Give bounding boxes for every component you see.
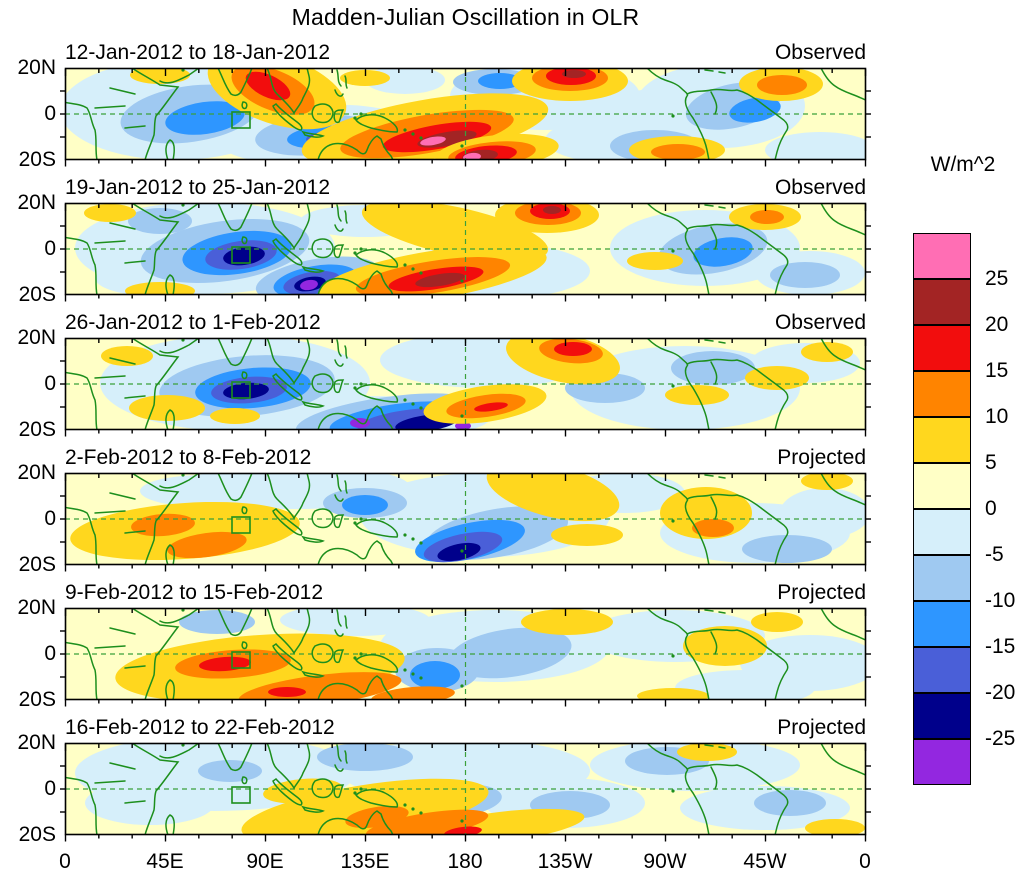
colorbar-tick-label: -5 [985, 543, 1004, 566]
lat-tick-label: 20S [18, 148, 56, 171]
graticule-dashed-lines [65, 743, 866, 835]
graticule-dashed-lines [65, 473, 866, 565]
colorbar-segment [913, 601, 971, 647]
coastlines [65, 473, 866, 565]
colorbar-tick-label: 10 [985, 405, 1009, 428]
coastlines [65, 743, 866, 835]
lat-tick-label: 20N [17, 191, 56, 214]
target-region-box [231, 246, 251, 264]
lon-tick-label: 45E [146, 850, 184, 873]
lat-tick-label: 20S [18, 688, 56, 711]
lat-tick-label: 20S [18, 553, 56, 576]
lat-tick-label: 20S [18, 418, 56, 441]
lat-tick-label: 20S [18, 823, 56, 846]
lon-tick-label: 90E [246, 850, 284, 873]
colorbar-tick-label: 25 [985, 267, 1009, 290]
lat-tick-label: 20N [17, 326, 56, 349]
colorbar-segment [913, 325, 971, 371]
target-region-box [231, 651, 251, 669]
lat-tick-label: 20N [17, 596, 56, 619]
axis-ticks [60, 69, 871, 167]
coastlines [65, 203, 866, 295]
colorbar-tick-label: -15 [985, 635, 1016, 658]
graticule-dashed-lines [65, 68, 866, 160]
map-panel-3 [60, 337, 871, 437]
colorbar-tick-label: 15 [985, 359, 1009, 382]
panel-source-label: Projected [777, 716, 866, 739]
colorbar-tick-label: -20 [985, 681, 1016, 704]
target-region-box [231, 516, 251, 534]
lon-tick-label: 135W [537, 850, 593, 873]
lat-tick-label: 20N [17, 461, 56, 484]
lat-tick-label: 0 [44, 237, 56, 260]
anomaly-field [75, 203, 865, 295]
colorbar-segment [913, 555, 971, 601]
panel-source-label: Projected [777, 446, 866, 469]
map-panel-6 [60, 742, 871, 842]
graticule-dashed-lines [65, 203, 866, 295]
colorbar-tick-label: 0 [985, 497, 997, 520]
anomaly-field [75, 743, 865, 835]
coastlines [65, 68, 866, 160]
lat-tick-label: 20S [18, 283, 56, 306]
colorbar-segment [913, 509, 971, 555]
colorbar-tick-label: 20 [985, 313, 1009, 336]
colorbar-tick-label: -10 [985, 589, 1016, 612]
anomaly-field [100, 338, 860, 430]
colorbar-segment [913, 463, 971, 509]
map-panel-1 [60, 67, 871, 167]
colorbar-tick-label: 5 [985, 451, 997, 474]
axis-ticks [60, 609, 871, 707]
colorbar-unit-label: W/m^2 [930, 153, 996, 176]
axis-ticks [60, 339, 871, 437]
panel-source-label: Observed [774, 176, 866, 199]
panel-date-range: 16-Feb-2012 to 22-Feb-2012 [65, 716, 335, 739]
axis-ticks [60, 474, 871, 572]
map-panel-4 [60, 472, 871, 572]
colorbar-segment [913, 233, 971, 279]
panel-source-label: Projected [777, 581, 866, 604]
lon-tick-label: 90W [643, 850, 687, 873]
lat-tick-label: 0 [44, 507, 56, 530]
lat-tick-label: 0 [44, 642, 56, 665]
panel-date-range: 19-Jan-2012 to 25-Jan-2012 [65, 176, 331, 199]
coastlines [65, 608, 866, 700]
lon-tick-label: 180 [447, 850, 483, 873]
panel-date-range: 2-Feb-2012 to 8-Feb-2012 [65, 446, 312, 469]
lat-tick-label: 0 [44, 372, 56, 395]
coastlines [65, 338, 866, 430]
panel-date-range: 9-Feb-2012 to 15-Feb-2012 [65, 581, 323, 604]
axis-ticks [60, 744, 871, 842]
axis-ticks [60, 204, 871, 302]
colorbar-segment [913, 417, 971, 463]
lon-tick-label: 135E [340, 850, 390, 873]
graticule-dashed-lines [65, 608, 866, 700]
target-region-box [231, 381, 251, 399]
panel-source-label: Observed [774, 41, 866, 64]
colorbar-segment [913, 693, 971, 739]
colorbar-segment [913, 371, 971, 417]
lon-tick-label: 0 [859, 850, 871, 873]
colorbar-tick-label: -25 [985, 727, 1016, 750]
lat-tick-label: 0 [44, 777, 56, 800]
lat-tick-label: 20N [17, 56, 56, 79]
colorbar-segment [913, 647, 971, 693]
panel-date-range: 12-Jan-2012 to 18-Jan-2012 [65, 41, 331, 64]
panel-date-range: 26-Jan-2012 to 1-Feb-2012 [65, 311, 321, 334]
colorbar-segment [913, 279, 971, 325]
lat-tick-label: 20N [17, 731, 56, 754]
lon-tick-label: 0 [59, 850, 71, 873]
figure-title: Madden-Julian Oscillation in OLR [291, 4, 640, 30]
lat-tick-label: 0 [44, 102, 56, 125]
map-panel-5 [60, 607, 871, 707]
target-region-box [231, 111, 251, 129]
map-panel-2 [60, 202, 871, 302]
target-region-box [231, 786, 251, 804]
panel-source-label: Observed [774, 311, 866, 334]
colorbar-segment [913, 739, 971, 785]
lon-tick-label: 45W [743, 850, 787, 873]
graticule-dashed-lines [65, 338, 866, 430]
